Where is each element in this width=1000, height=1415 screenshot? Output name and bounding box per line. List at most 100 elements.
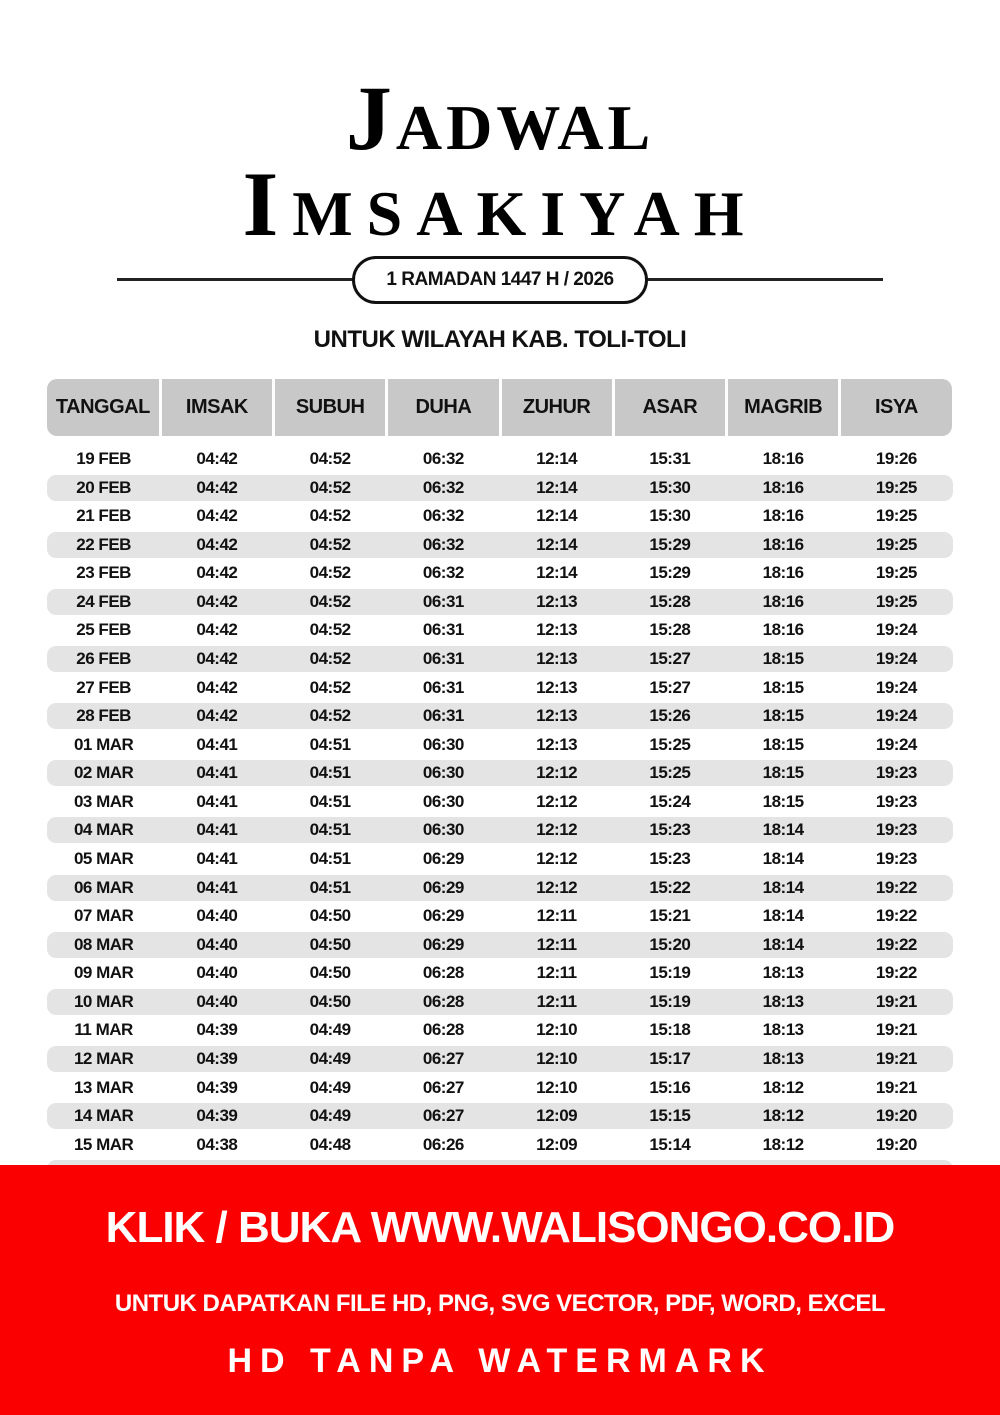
cell-subuh: 04:50 xyxy=(274,989,387,1015)
cell-magrib: 18:13 xyxy=(727,1046,840,1072)
cell-imsak: 04:41 xyxy=(160,817,273,843)
table-row: 08 MAR 04:40 04:50 06:29 12:11 15:20 18:14 19:2… xyxy=(47,931,953,958)
cell-zuhur: 12:13 xyxy=(500,732,613,758)
cell-value: 12:13 xyxy=(536,706,578,726)
cell-value: 06:29 xyxy=(422,848,464,868)
cell-value: 06 MAR xyxy=(73,877,134,897)
subtitle: 1 RAMADAN 1447 H / 2026 xyxy=(386,269,614,290)
cell-value: 04:42 xyxy=(196,563,238,583)
cell-value: 18:16 xyxy=(762,563,804,583)
cell-imsak: 04:40 xyxy=(160,932,273,958)
cell-isya: 19:22 xyxy=(840,903,953,929)
banner-line1[interactable]: KLIK / BUKA WWW.WALISONGO.CO.ID xyxy=(0,1203,1000,1253)
table-row: 25 FEB 04:42 04:52 06:31 12:13 15:28 18:16 19:2… xyxy=(47,617,953,643)
cell-imsak: 04:41 xyxy=(160,732,273,758)
cell-value: 04:39 xyxy=(196,1106,238,1126)
cell-tanggal: 13 MAR xyxy=(47,1075,160,1101)
header-label: ISYA xyxy=(874,396,918,418)
cell-value: 04:49 xyxy=(309,1106,351,1126)
table-row: 23 FEB 04:42 04:52 06:32 12:14 15:29 18:16 19:2… xyxy=(47,560,953,586)
cell-value: 04:50 xyxy=(309,991,351,1011)
cell-magrib: 18:15 xyxy=(727,703,840,729)
table-row: 06 MAR 04:41 04:51 06:29 12:12 15:22 18:14 19:2… xyxy=(47,874,953,901)
cell-value: 04:52 xyxy=(309,563,351,583)
cell-value: 04:42 xyxy=(196,706,238,726)
cell-zuhur: 12:09 xyxy=(500,1103,613,1129)
cell-value: 04:40 xyxy=(196,934,238,954)
cell-magrib: 18:16 xyxy=(727,617,840,643)
cell-value: 27 FEB xyxy=(76,677,131,697)
cell-isya: 19:25 xyxy=(840,560,953,586)
cell-zuhur: 12:14 xyxy=(500,532,613,558)
cell-value: 12:10 xyxy=(536,1020,578,1040)
banner-line3: HD TANPA WATERMARK xyxy=(0,1342,1000,1381)
table-row: 01 MAR 04:41 04:51 06:30 12:13 15:25 18:15 19:2… xyxy=(47,732,953,758)
cell-zuhur: 12:09 xyxy=(500,1132,613,1158)
cell-value: 04:42 xyxy=(196,449,238,468)
cell-value: 12:13 xyxy=(536,591,578,611)
cell-subuh: 04:52 xyxy=(274,560,387,586)
cell-value: 04:42 xyxy=(196,477,238,497)
cell-value: 06:27 xyxy=(422,1106,464,1126)
cell-value: 18:14 xyxy=(762,934,804,954)
cell-tanggal: 24 FEB xyxy=(47,589,160,615)
cell-value: 19:22 xyxy=(875,963,917,983)
cell-value: 19:24 xyxy=(875,620,917,640)
cell-tanggal: 04 MAR xyxy=(47,817,160,843)
cell-value: 18:14 xyxy=(762,820,804,840)
cell-value: 12:11 xyxy=(536,906,578,926)
header-duha: DUHA xyxy=(388,379,499,436)
cell-asar: 15:30 xyxy=(613,475,726,501)
cell-tanggal: 22 FEB xyxy=(47,532,160,558)
cell-value: 06:30 xyxy=(422,734,464,754)
cell-magrib: 18:15 xyxy=(727,646,840,672)
cell-value: 04:42 xyxy=(196,534,238,554)
cell-tanggal: 06 MAR xyxy=(47,875,160,901)
title-imsakiyah: Imsakiyah xyxy=(0,158,1000,250)
cell-value: 04:42 xyxy=(196,591,238,611)
cell-zuhur: 12:14 xyxy=(500,475,613,501)
cell-zuhur: 12:13 xyxy=(500,675,613,701)
cell-subuh: 04:51 xyxy=(274,789,387,815)
banner-link-text[interactable]: KLIK / BUKA WWW.WALISONGO.CO.ID xyxy=(105,1203,896,1252)
cell-value: 06:31 xyxy=(422,706,464,726)
cell-asar: 15:25 xyxy=(613,760,726,786)
cell-value: 18:14 xyxy=(762,848,804,868)
cell-value: 06:29 xyxy=(422,934,464,954)
cell-zuhur: 12:12 xyxy=(500,789,613,815)
cell-magrib: 18:12 xyxy=(727,1103,840,1129)
cell-value: 15:19 xyxy=(649,991,691,1011)
cell-value: 15:25 xyxy=(649,734,691,754)
cell-tanggal: 26 FEB xyxy=(47,646,160,672)
cell-imsak: 04:40 xyxy=(160,960,273,986)
cell-asar: 15:31 xyxy=(613,446,726,472)
cell-isya: 19:21 xyxy=(840,1017,953,1043)
cell-asar: 15:15 xyxy=(613,1103,726,1129)
cell-tanggal: 05 MAR xyxy=(47,846,160,872)
cell-tanggal: 12 MAR xyxy=(47,1046,160,1072)
cell-value: 19:23 xyxy=(875,848,917,868)
cell-duha: 06:27 xyxy=(387,1075,500,1101)
title-jadwal: Jadwal xyxy=(0,72,1000,164)
cell-subuh: 04:52 xyxy=(274,503,387,529)
cell-tanggal: 28 FEB xyxy=(47,703,160,729)
promo-banner[interactable] xyxy=(0,1165,1000,1415)
cell-imsak: 04:39 xyxy=(160,1017,273,1043)
cell-value: 06:27 xyxy=(422,1077,464,1097)
cell-subuh: 04:51 xyxy=(274,732,387,758)
table-row: 15 MAR 04:38 04:48 06:26 12:09 15:14 18:12 19:2… xyxy=(47,1132,953,1158)
cell-value: 18:14 xyxy=(762,877,804,897)
cell-subuh: 04:52 xyxy=(274,446,387,472)
cell-value: 12:09 xyxy=(536,1106,578,1126)
table-row: 13 MAR 04:39 04:49 06:27 12:10 15:16 18:12 19:2… xyxy=(47,1075,953,1101)
cell-subuh: 04:52 xyxy=(274,475,387,501)
cell-zuhur: 12:12 xyxy=(500,846,613,872)
cell-value: 15:30 xyxy=(649,506,691,526)
table-row: 10 MAR 04:40 04:50 06:28 12:11 15:19 18:13 19:2… xyxy=(47,988,953,1015)
cell-value: 04:41 xyxy=(196,791,238,811)
cell-duha: 06:29 xyxy=(387,932,500,958)
cell-value: 12:14 xyxy=(536,506,578,526)
cell-magrib: 18:15 xyxy=(727,675,840,701)
cell-imsak: 04:42 xyxy=(160,589,273,615)
cell-imsak: 04:41 xyxy=(160,789,273,815)
